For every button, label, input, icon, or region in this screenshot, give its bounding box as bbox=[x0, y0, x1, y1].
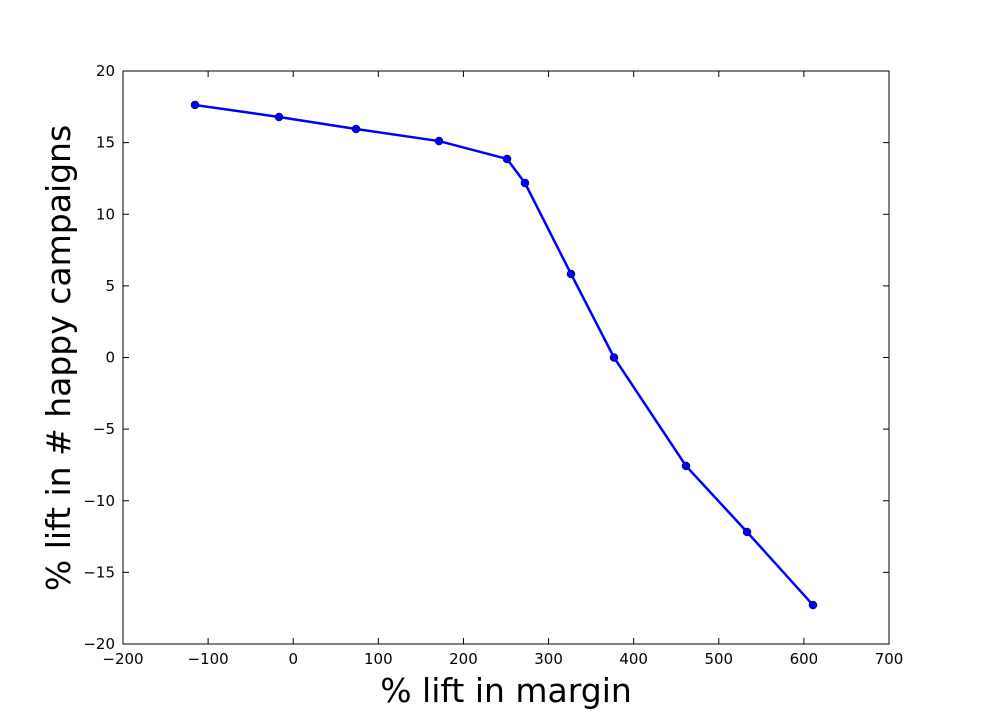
data-point bbox=[609, 353, 619, 362]
data-point bbox=[190, 100, 200, 110]
y-tick-label: 0 bbox=[105, 349, 115, 367]
x-tick-label: 600 bbox=[790, 650, 819, 668]
y-tick-label: 20 bbox=[96, 62, 115, 80]
data-point bbox=[681, 461, 691, 471]
x-tick-label: 100 bbox=[364, 650, 393, 668]
plot-frame bbox=[122, 70, 890, 645]
x-tick-label: 300 bbox=[534, 650, 563, 668]
y-tick-label: 10 bbox=[96, 205, 115, 223]
y-tick-label: 5 bbox=[105, 277, 115, 295]
x-tick-label: 200 bbox=[449, 650, 478, 668]
x-tick-label: 0 bbox=[288, 650, 298, 668]
x-tick-label: 700 bbox=[875, 650, 904, 668]
y-tick-label: −10 bbox=[83, 492, 115, 510]
data-point bbox=[502, 154, 512, 164]
y-tick-label: −5 bbox=[93, 420, 115, 438]
x-tick-label: −200 bbox=[102, 650, 143, 668]
y-tick-label: −20 bbox=[83, 635, 115, 653]
x-tick-label: −100 bbox=[188, 650, 229, 668]
data-point bbox=[742, 527, 752, 537]
x-tick-label: 500 bbox=[704, 650, 733, 668]
data-point bbox=[566, 269, 576, 279]
y-tick-label: 15 bbox=[96, 134, 115, 152]
data-point bbox=[434, 136, 444, 146]
x-tick-label: 400 bbox=[619, 650, 648, 668]
data-point bbox=[808, 600, 818, 610]
x-axis-label: % lift in margin bbox=[380, 671, 632, 710]
data-point bbox=[351, 124, 361, 134]
y-tick-label: −15 bbox=[83, 563, 115, 581]
data-point bbox=[274, 112, 284, 122]
data-point bbox=[520, 178, 530, 188]
y-axis-label: % lift in # happy campaigns bbox=[39, 125, 78, 591]
